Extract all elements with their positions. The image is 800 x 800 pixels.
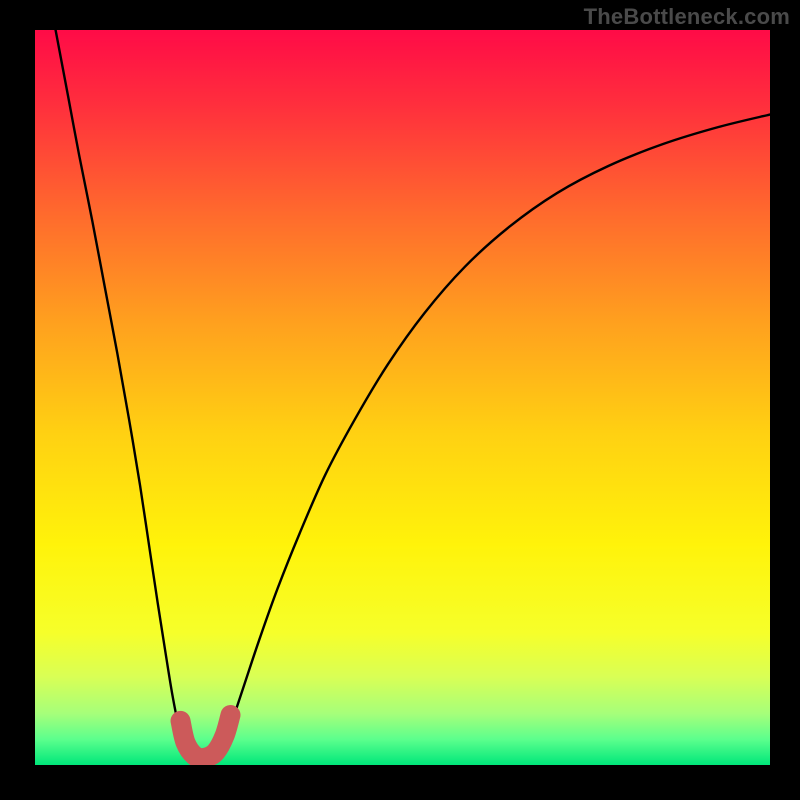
chart-svg — [0, 0, 800, 800]
chart-frame: TheBottleneck.com — [0, 0, 800, 800]
plot-background — [35, 30, 770, 765]
watermark-text: TheBottleneck.com — [584, 4, 790, 30]
